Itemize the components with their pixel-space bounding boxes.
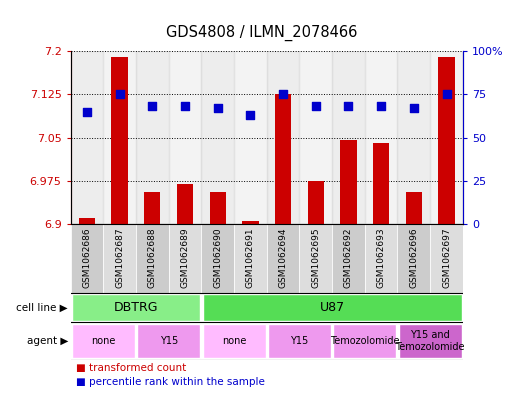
Point <box>213 105 222 111</box>
Bar <box>201 224 234 293</box>
Bar <box>308 181 324 224</box>
Text: GSM1062695: GSM1062695 <box>311 228 320 288</box>
Bar <box>202 324 266 358</box>
Text: GSM1062687: GSM1062687 <box>115 228 124 288</box>
Point <box>116 91 124 97</box>
Text: GSM1062696: GSM1062696 <box>410 228 418 288</box>
Text: ■ percentile rank within the sample: ■ percentile rank within the sample <box>76 377 265 387</box>
Point <box>246 112 255 118</box>
Bar <box>168 51 201 224</box>
Bar <box>373 143 389 224</box>
Point <box>181 103 189 110</box>
Bar <box>136 224 168 293</box>
Bar <box>399 324 462 358</box>
Bar <box>168 224 201 293</box>
Bar <box>299 51 332 224</box>
Text: cell line ▶: cell line ▶ <box>16 303 68 312</box>
Bar <box>397 224 430 293</box>
Point <box>377 103 385 110</box>
Text: GSM1062694: GSM1062694 <box>279 228 288 288</box>
Text: GSM1062691: GSM1062691 <box>246 228 255 288</box>
Bar <box>406 192 422 224</box>
Text: GSM1062692: GSM1062692 <box>344 228 353 288</box>
Bar <box>332 224 365 293</box>
Text: Y15 and
Temozolomide: Y15 and Temozolomide <box>395 330 465 352</box>
Bar <box>144 192 161 224</box>
Text: ■ transformed count: ■ transformed count <box>76 364 186 373</box>
Bar <box>202 294 462 321</box>
Bar <box>267 51 299 224</box>
Bar <box>430 51 463 224</box>
Text: DBTRG: DBTRG <box>113 301 158 314</box>
Bar <box>210 192 226 224</box>
Bar <box>72 294 200 321</box>
Text: agent ▶: agent ▶ <box>27 336 68 346</box>
Text: GDS4808 / ILMN_2078466: GDS4808 / ILMN_2078466 <box>166 25 357 41</box>
Text: GSM1062689: GSM1062689 <box>180 228 189 288</box>
Bar <box>267 224 299 293</box>
Bar <box>365 224 397 293</box>
Bar <box>234 224 267 293</box>
Bar <box>71 51 104 224</box>
Bar <box>136 51 168 224</box>
Bar <box>242 221 258 224</box>
Bar <box>104 224 136 293</box>
Point <box>410 105 418 111</box>
Bar <box>104 51 136 224</box>
Bar <box>333 324 396 358</box>
Text: GSM1062697: GSM1062697 <box>442 228 451 288</box>
Point <box>312 103 320 110</box>
Point <box>148 103 156 110</box>
Bar <box>177 184 193 224</box>
Bar <box>72 324 135 358</box>
Text: GSM1062686: GSM1062686 <box>83 228 92 288</box>
Text: Temozolomide: Temozolomide <box>330 336 400 346</box>
Text: Y15: Y15 <box>290 336 309 346</box>
Text: GSM1062688: GSM1062688 <box>148 228 157 288</box>
Bar <box>430 224 463 293</box>
Point <box>442 91 451 97</box>
Point <box>83 108 91 115</box>
Bar <box>234 51 267 224</box>
Text: Y15: Y15 <box>160 336 178 346</box>
Bar <box>111 57 128 224</box>
Bar <box>201 51 234 224</box>
Bar <box>332 51 365 224</box>
Text: GSM1062693: GSM1062693 <box>377 228 385 288</box>
Text: GSM1062690: GSM1062690 <box>213 228 222 288</box>
Text: none: none <box>91 336 116 346</box>
Bar <box>79 218 95 224</box>
Point <box>279 91 287 97</box>
Bar <box>71 224 104 293</box>
Bar <box>268 324 331 358</box>
Text: none: none <box>222 336 246 346</box>
Bar <box>397 51 430 224</box>
Bar <box>365 51 397 224</box>
Point <box>344 103 353 110</box>
Text: U87: U87 <box>320 301 345 314</box>
Bar <box>299 224 332 293</box>
Bar <box>275 94 291 224</box>
Bar <box>137 324 200 358</box>
Bar <box>438 57 454 224</box>
Bar <box>340 140 357 224</box>
